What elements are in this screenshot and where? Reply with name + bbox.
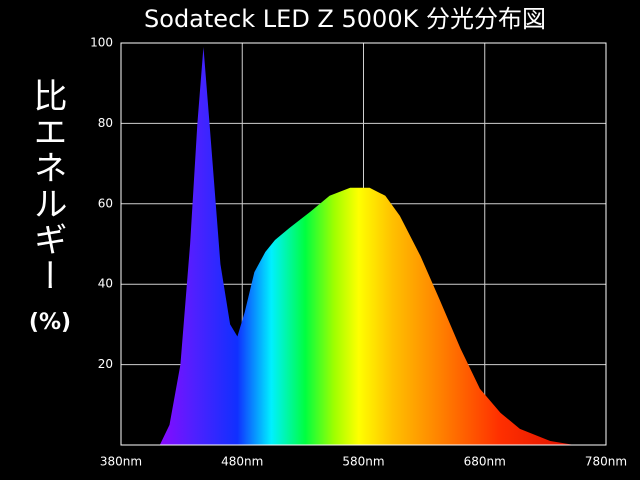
- y-tick-label: 60: [98, 196, 113, 210]
- x-tick-label: 780nm: [585, 455, 627, 469]
- chart-title: Sodateck LED Z 5000K 分光分布図: [144, 5, 546, 33]
- x-tick-label: 680nm: [464, 455, 506, 469]
- x-tick-label: 380nm: [100, 455, 142, 469]
- plot-border: [120, 42, 607, 446]
- y-tick-label: 20: [98, 357, 113, 371]
- y-tick-label: 80: [98, 116, 113, 130]
- y-tick-label: 40: [98, 277, 113, 291]
- spectrum-area: [159, 47, 575, 446]
- x-tick-label: 480nm: [221, 455, 263, 469]
- y-axis-label: 比エネルギー: [27, 78, 67, 294]
- y-tick-label: 100: [90, 36, 113, 50]
- y-axis-unit: (%): [28, 310, 72, 335]
- x-tick-label: 580nm: [342, 455, 384, 469]
